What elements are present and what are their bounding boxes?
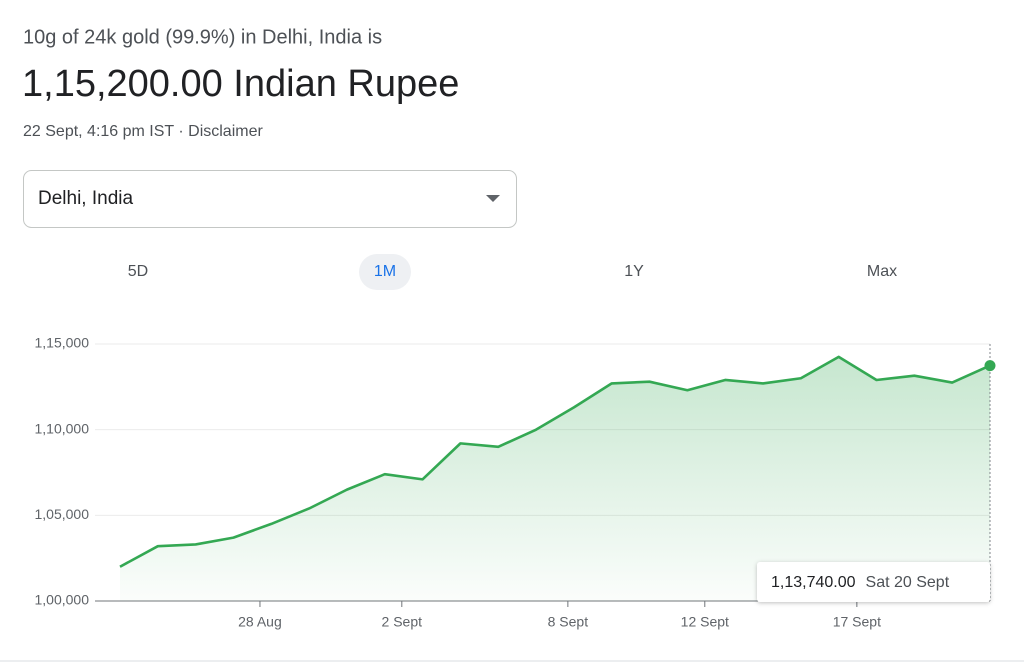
dropdown-caret[interactable] (486, 195, 500, 202)
tab[interactable]: 1M (374, 263, 396, 280)
tab[interactable]: 1Y (624, 263, 644, 280)
x-tick-label: 2 Sept (382, 614, 423, 630)
x-tick-label: 17 Sept (833, 614, 881, 630)
x-tick-label: 28 Aug (238, 614, 282, 630)
timestamp: 22 Sept, 4:16 pm IST · Disclaimer (23, 123, 263, 140)
tooltip-value: 1,13,740.00 (771, 574, 856, 591)
tooltip-box (757, 562, 990, 602)
separator: · (178, 123, 183, 140)
price: 1,15,200.00 Indian Rupee (22, 63, 459, 105)
y-tick-label: 1,15,000 (35, 335, 90, 351)
hover-point (984, 360, 996, 372)
location-dropdown[interactable]: Delhi, India (23, 170, 517, 228)
area (120, 356, 990, 601)
tab-highlight[interactable] (359, 254, 411, 290)
line (119, 355, 991, 568)
tooltip: 1,13,740.00 Sat 20 Sept (771, 574, 950, 591)
tooltip-date: Sat 20 Sept (866, 574, 950, 591)
tab[interactable]: 5D (128, 263, 148, 280)
dropdown-label[interactable]: Delhi, India (38, 188, 133, 209)
y-tick-label: 1,10,000 (35, 420, 90, 436)
y-tick-label: 1,05,000 (35, 506, 90, 522)
x-tick-label: 12 Sept (681, 614, 729, 630)
chart: 1,00,000 1,05,000 1,10,000 1,15,000 28 Aug 2 … (35, 335, 996, 630)
intro: 10g of 24k gold (99.9%) in Delhi, India … (23, 26, 382, 48)
time: 22 Sept, 4:16 pm IST (23, 123, 174, 140)
y-tick-label: 1,00,000 (35, 592, 90, 608)
disclaimer[interactable]: Disclaimer (188, 123, 263, 140)
x-tick-label: 8 Sept (548, 614, 589, 630)
range-tabs: 5D 1M 1Y Max (128, 254, 897, 290)
dropdown-box[interactable] (23, 170, 517, 228)
tab[interactable]: Max (867, 263, 897, 280)
